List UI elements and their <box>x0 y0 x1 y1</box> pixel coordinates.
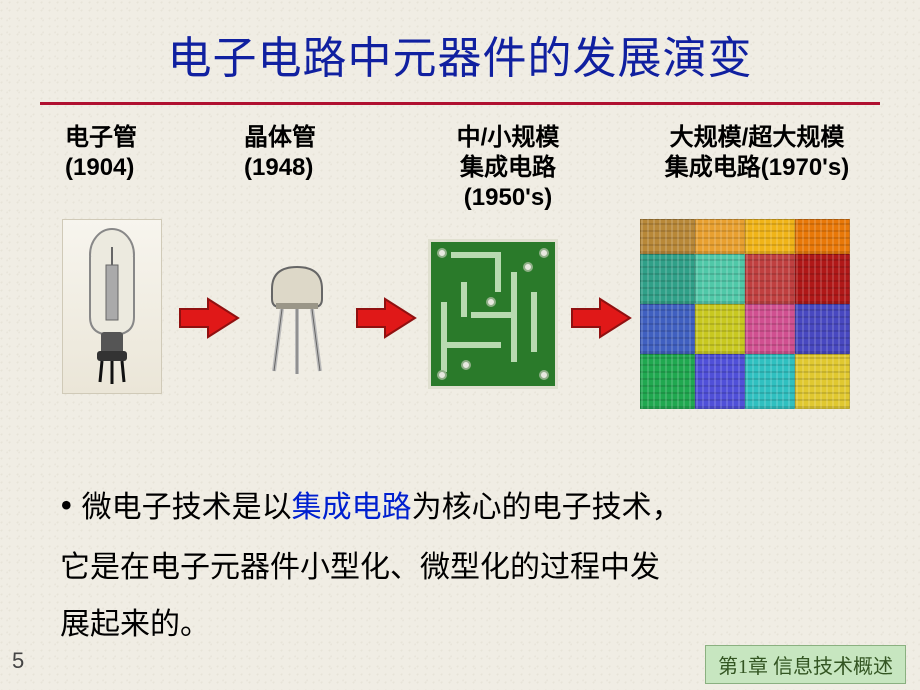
timeline-labels: 电子管 (1904) 晶体管 (1948) 中/小规模 集成电路 (1950's… <box>0 105 920 213</box>
vacuum-tube-image <box>62 219 162 394</box>
timeline-col-1: 电子管 (1904) <box>65 123 205 183</box>
timeline-col-3: 中/小规模 集成电路 (1950's) <box>423 123 593 213</box>
transistor-name: 晶体管 <box>244 123 384 153</box>
desc-key-term: 集成电路 <box>292 491 412 524</box>
vlsi-name-l2: 集成电路(1970's) <box>632 153 882 183</box>
arrow-icon <box>570 297 632 339</box>
timeline-images <box>0 219 920 449</box>
timeline-col-4: 大规模/超大规模 集成电路(1970's) <box>632 123 882 183</box>
desc-line3: 展起来的。 <box>60 608 210 641</box>
vacuum-tube-icon <box>77 227 147 387</box>
timeline-col-2: 晶体管 (1948) <box>244 123 384 183</box>
arrow-icon <box>355 297 417 339</box>
transistor-icon <box>252 259 342 379</box>
slide-title: 电子电路中元器件的发展演变 <box>0 0 920 86</box>
desc-post1: 为核心的电子技术， <box>412 491 682 524</box>
page-number: 5 <box>12 648 24 674</box>
transistor-image <box>252 259 342 379</box>
vlsi-die-image <box>640 219 850 409</box>
desc-pre: 微电子技术是以 <box>82 491 292 524</box>
arrow-icon <box>178 297 240 339</box>
transistor-year: (1948) <box>244 153 384 183</box>
arrow-1 <box>178 297 240 344</box>
arrow-3 <box>570 297 632 344</box>
pcb-image <box>428 239 558 389</box>
vlsi-name-l1: 大规模/超大规模 <box>632 123 882 153</box>
arrow-2 <box>355 297 417 344</box>
chapter-footer: 第1章 信息技术概述 <box>705 645 906 684</box>
tube-year: (1904) <box>65 153 205 183</box>
pcb-icon <box>428 239 558 389</box>
desc-line2: 它是在电子元器件小型化、微型化的过程中发 <box>60 551 660 584</box>
ic-year: (1950's) <box>423 183 593 213</box>
vlsi-die-icon <box>640 219 850 409</box>
description-text: 微电子技术是以集成电路为核心的电子技术， 它是在电子元器件小型化、微型化的过程中… <box>0 449 920 653</box>
tube-name: 电子管 <box>65 123 205 153</box>
ic-name-l1: 中/小规模 <box>423 123 593 153</box>
ic-name-l2: 集成电路 <box>423 153 593 183</box>
